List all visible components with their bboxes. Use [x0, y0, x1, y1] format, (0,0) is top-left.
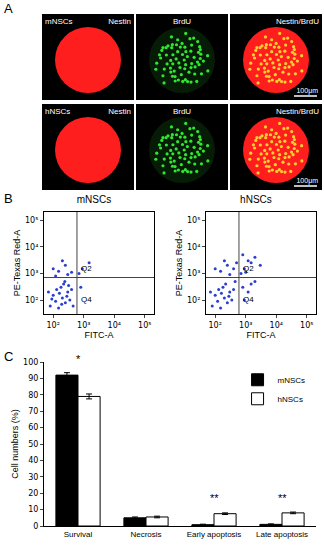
svg-text:0: 0 [33, 522, 38, 531]
svg-text:10⁴: 10⁴ [108, 321, 121, 330]
svg-text:50: 50 [28, 440, 38, 449]
svg-text:Q4: Q4 [243, 295, 254, 304]
svg-text:Q2: Q2 [243, 264, 254, 273]
svg-text:Cell numbers (%): Cell numbers (%) [10, 409, 20, 479]
svg-text:PE-Texas Red-A: PE-Texas Red-A [12, 230, 22, 297]
svg-text:Necrosis: Necrosis [130, 530, 161, 539]
svg-text:10²: 10² [46, 321, 59, 330]
svg-text:Nestin: Nestin [108, 17, 131, 26]
svg-text:Nestin/BrdU: Nestin/BrdU [276, 17, 319, 26]
svg-text:10⁵: 10⁵ [25, 216, 38, 225]
svg-text:Survival: Survival [64, 530, 93, 539]
svg-text:30: 30 [28, 473, 38, 482]
svg-text:40: 40 [28, 456, 38, 465]
svg-text:100μm: 100μm [296, 177, 318, 185]
svg-text:10: 10 [28, 505, 38, 514]
svg-text:Nestin/BrdU: Nestin/BrdU [276, 107, 319, 116]
svg-text:**: ** [278, 492, 287, 504]
svg-text:mNSCs: mNSCs [45, 17, 73, 26]
svg-text:*: * [76, 353, 81, 365]
svg-text:Nestin: Nestin [108, 107, 131, 116]
html-text:A: A [4, 1, 13, 16]
svg-text:Q4: Q4 [81, 295, 92, 304]
svg-text:100: 100 [23, 358, 38, 367]
svg-text:BrdU: BrdU [173, 17, 191, 26]
svg-text:10⁴: 10⁴ [270, 321, 283, 330]
svg-text:10²: 10² [187, 296, 200, 305]
svg-text:hNSCs: hNSCs [45, 107, 70, 116]
svg-text:10⁵: 10⁵ [138, 321, 151, 330]
svg-text:100μm: 100μm [296, 87, 318, 95]
svg-text:Q2: Q2 [81, 264, 92, 273]
svg-text:10⁴: 10⁴ [187, 243, 200, 252]
svg-text:10⁵: 10⁵ [300, 321, 313, 330]
svg-text:mNSCs: mNSCs [278, 376, 306, 385]
svg-text:FITC-A: FITC-A [85, 330, 114, 340]
svg-text:10³: 10³ [239, 321, 252, 330]
svg-text:10³: 10³ [77, 321, 90, 330]
svg-text:80: 80 [28, 391, 38, 400]
svg-text:10⁵: 10⁵ [187, 216, 200, 225]
svg-text:hNSCs: hNSCs [278, 395, 303, 404]
svg-text:FITC-A: FITC-A [247, 330, 276, 340]
svg-text:BrdU: BrdU [173, 107, 191, 116]
svg-text:Late apoptosis: Late apoptosis [256, 530, 308, 539]
svg-text:90: 90 [28, 374, 38, 383]
html-text:B: B [4, 191, 13, 206]
svg-text:10⁴: 10⁴ [25, 243, 38, 252]
svg-text:60: 60 [28, 423, 38, 432]
html-text:C: C [4, 349, 14, 364]
svg-text:10²: 10² [208, 321, 221, 330]
svg-text:mNSCs: mNSCs [77, 194, 111, 205]
svg-text:hNSCs: hNSCs [240, 194, 272, 205]
svg-text:20: 20 [28, 489, 38, 498]
svg-text:10³: 10³ [25, 269, 38, 278]
svg-text:10²: 10² [25, 296, 38, 305]
svg-text:70: 70 [28, 407, 38, 416]
svg-text:**: ** [210, 492, 219, 504]
svg-text:PE-Texas Red-A: PE-Texas Red-A [174, 230, 184, 297]
svg-text:10³: 10³ [187, 269, 200, 278]
svg-text:Early apoptosis: Early apoptosis [187, 530, 242, 539]
